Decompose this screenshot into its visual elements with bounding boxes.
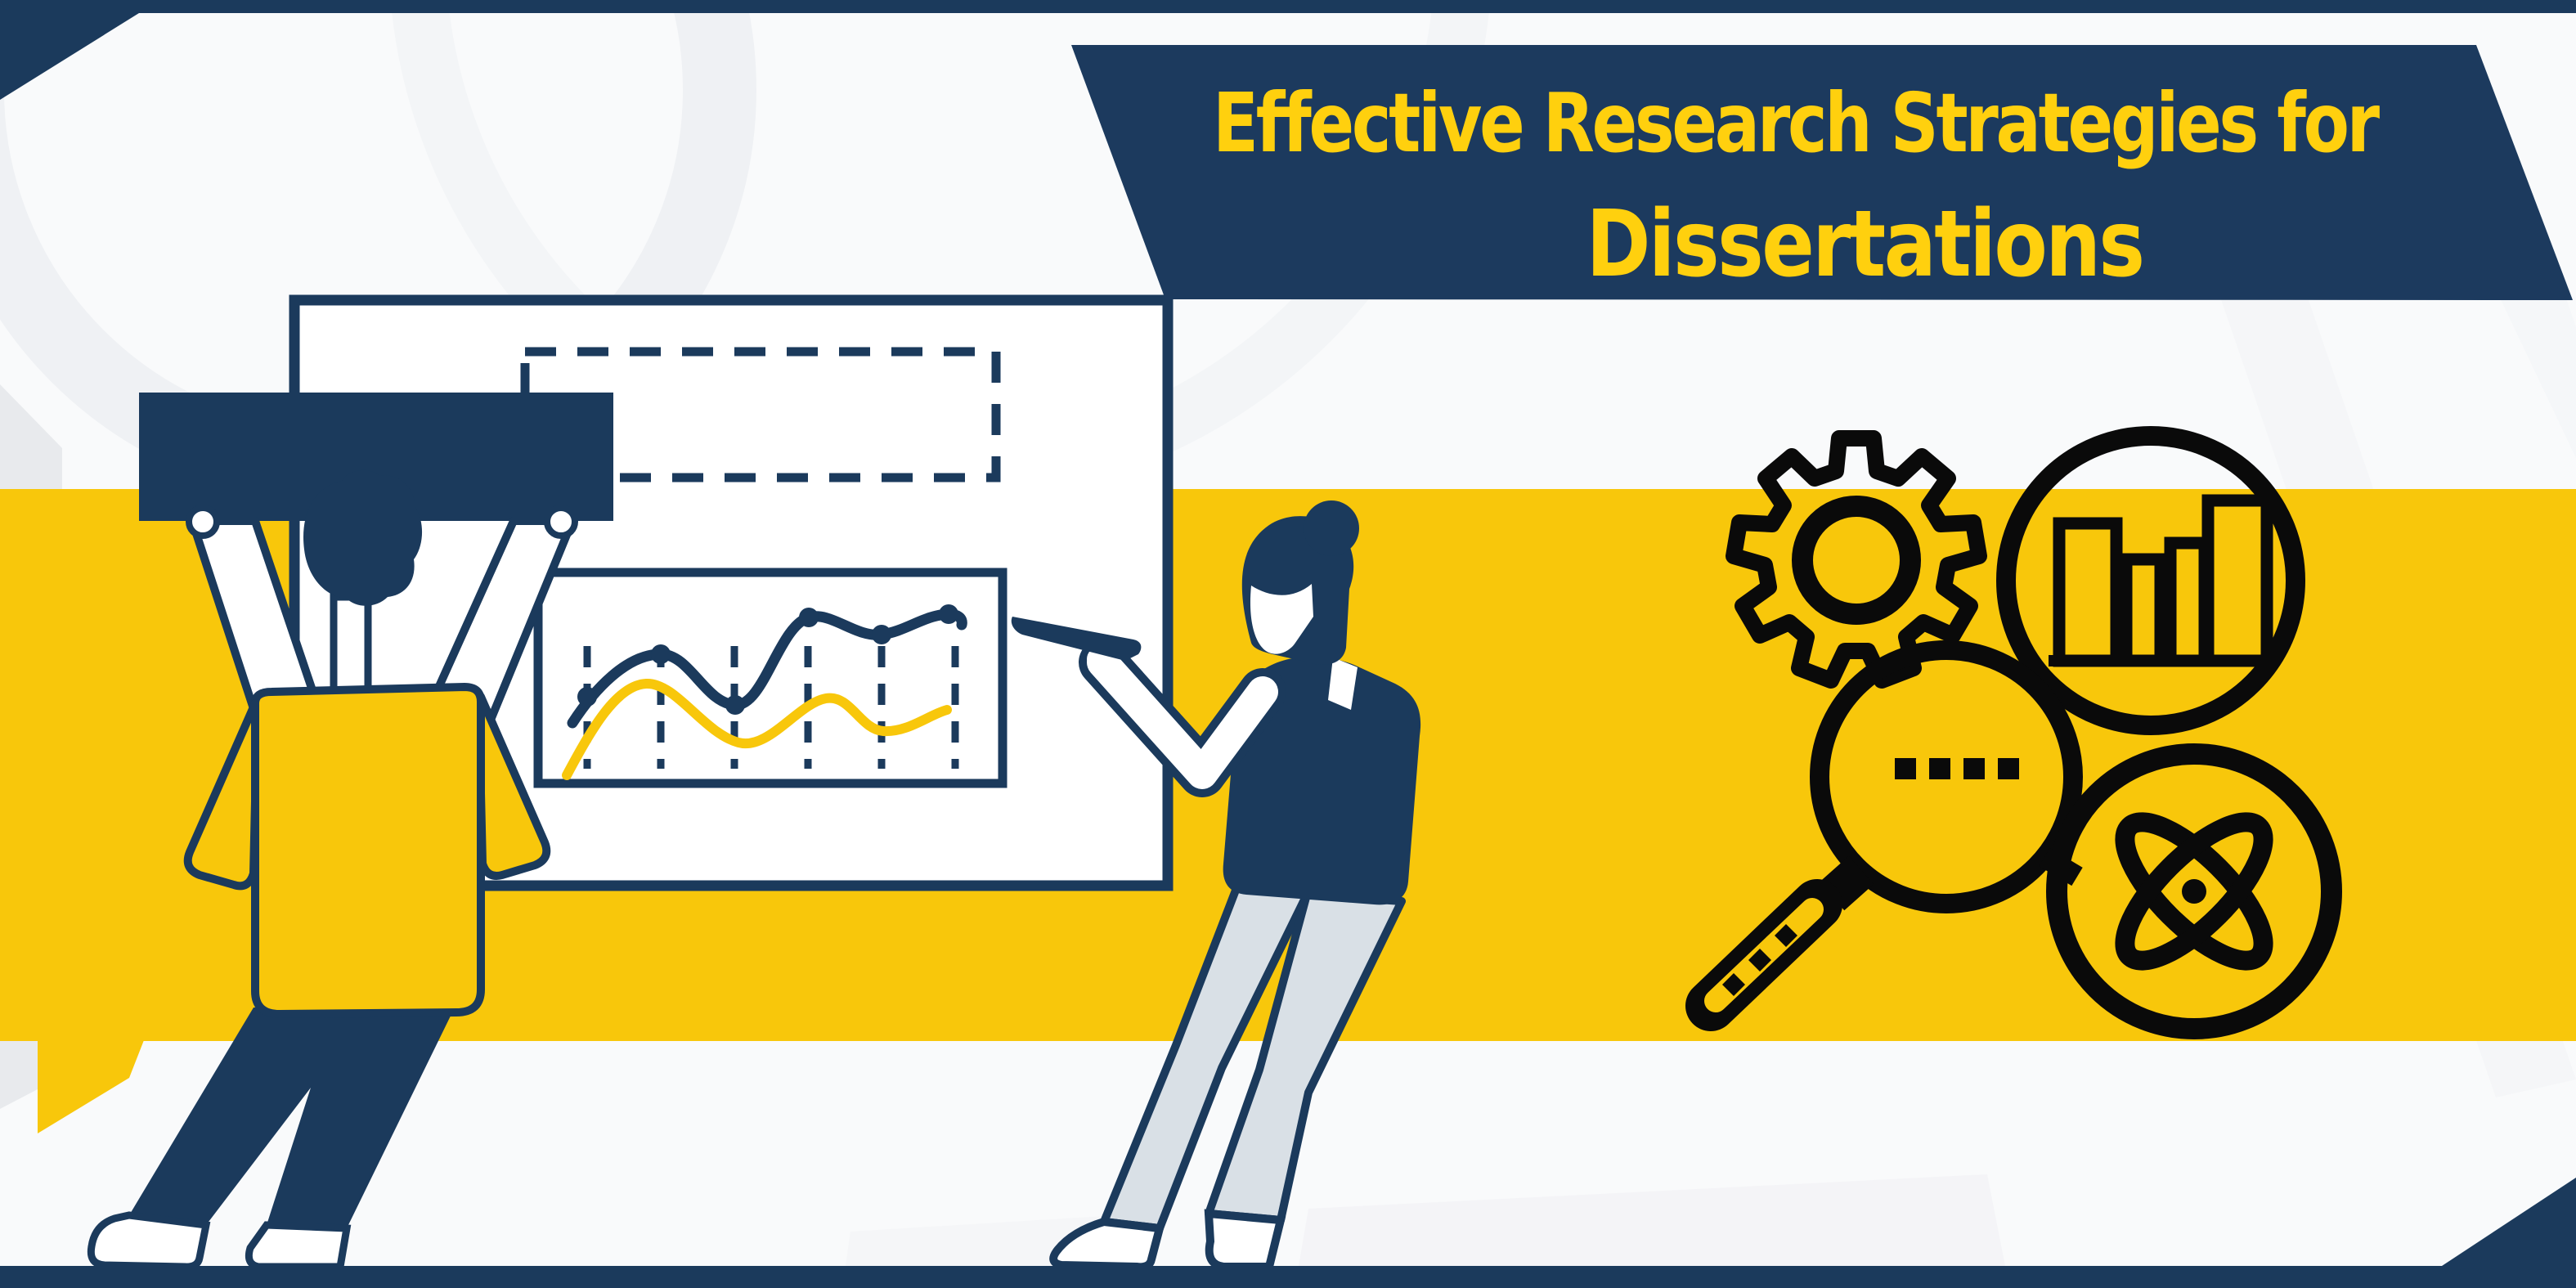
presenter-left-shirt <box>251 682 485 1019</box>
presenter-right-foot-back <box>1049 1217 1165 1272</box>
presenter-right-torso <box>1223 656 1421 905</box>
magnifier-handle-dots <box>1722 924 1797 996</box>
marker-pen <box>1011 617 1142 661</box>
presenter-right-foot-front <box>1204 1209 1286 1271</box>
whiteboard-dashed-frame <box>520 347 1001 482</box>
presenter-left-shoe-right <box>245 1221 352 1271</box>
presenter-left-hand-left <box>186 505 220 539</box>
bottom-strip <box>0 1266 2576 1288</box>
gear-hub-ring <box>1792 496 1921 625</box>
top-strip <box>0 0 2576 13</box>
presenter-right-face <box>1250 584 1313 654</box>
title-ribbon <box>1071 45 2573 300</box>
atom-orbit-1 <box>2115 812 2273 971</box>
presenter-left-shoe-left <box>87 1211 211 1271</box>
presenter-right-arm-fill <box>1087 647 1278 789</box>
bar-chart-circle <box>1996 426 2305 735</box>
icon-cluster <box>1685 426 2342 1039</box>
watermark-bar-bottom-1 <box>1299 1174 2005 1266</box>
atom-orbit-2 <box>2115 812 2273 971</box>
magnifier-lens <box>1810 640 2083 913</box>
chart-yellow-series <box>562 679 952 780</box>
atom-circle <box>2046 743 2342 1039</box>
presenter-left-sleeve-right <box>477 693 551 880</box>
atom-nucleus <box>2182 879 2206 904</box>
presenter-left-neck <box>330 593 372 703</box>
title-line-1: Effective Research Strategies for <box>1213 75 2380 171</box>
bar-chart-circle-icon <box>1996 426 2305 735</box>
whiteboard-chart <box>533 568 1008 788</box>
presenter-right-back-arm <box>1328 657 1358 710</box>
top-left-triangle <box>0 13 139 100</box>
gear-icon <box>1726 430 1987 689</box>
watermark-under-tail <box>0 1041 38 1109</box>
bottom-right-triangle <box>2442 1178 2576 1266</box>
presenter-right-hair-bun <box>1304 500 1359 556</box>
presenter-left <box>87 393 613 1271</box>
presenter-left-sleeve-left <box>183 699 259 891</box>
atom-icon <box>2046 743 2342 1039</box>
gear-outline <box>1726 430 1987 689</box>
presenter-left-legs <box>129 1008 455 1228</box>
chart-data-points <box>577 604 958 715</box>
presenter-left-hand-right <box>544 505 578 539</box>
title-line-2: Dissertations <box>1586 191 2145 298</box>
presenter-left-head <box>303 469 423 606</box>
yellow-ribbon-tail <box>38 1040 144 1133</box>
presenter-right <box>1011 500 1421 1272</box>
magnifier-dots <box>1895 758 2019 779</box>
magnifying-glass-icon <box>1685 640 2083 1031</box>
watermark-wedge-left <box>0 384 62 489</box>
